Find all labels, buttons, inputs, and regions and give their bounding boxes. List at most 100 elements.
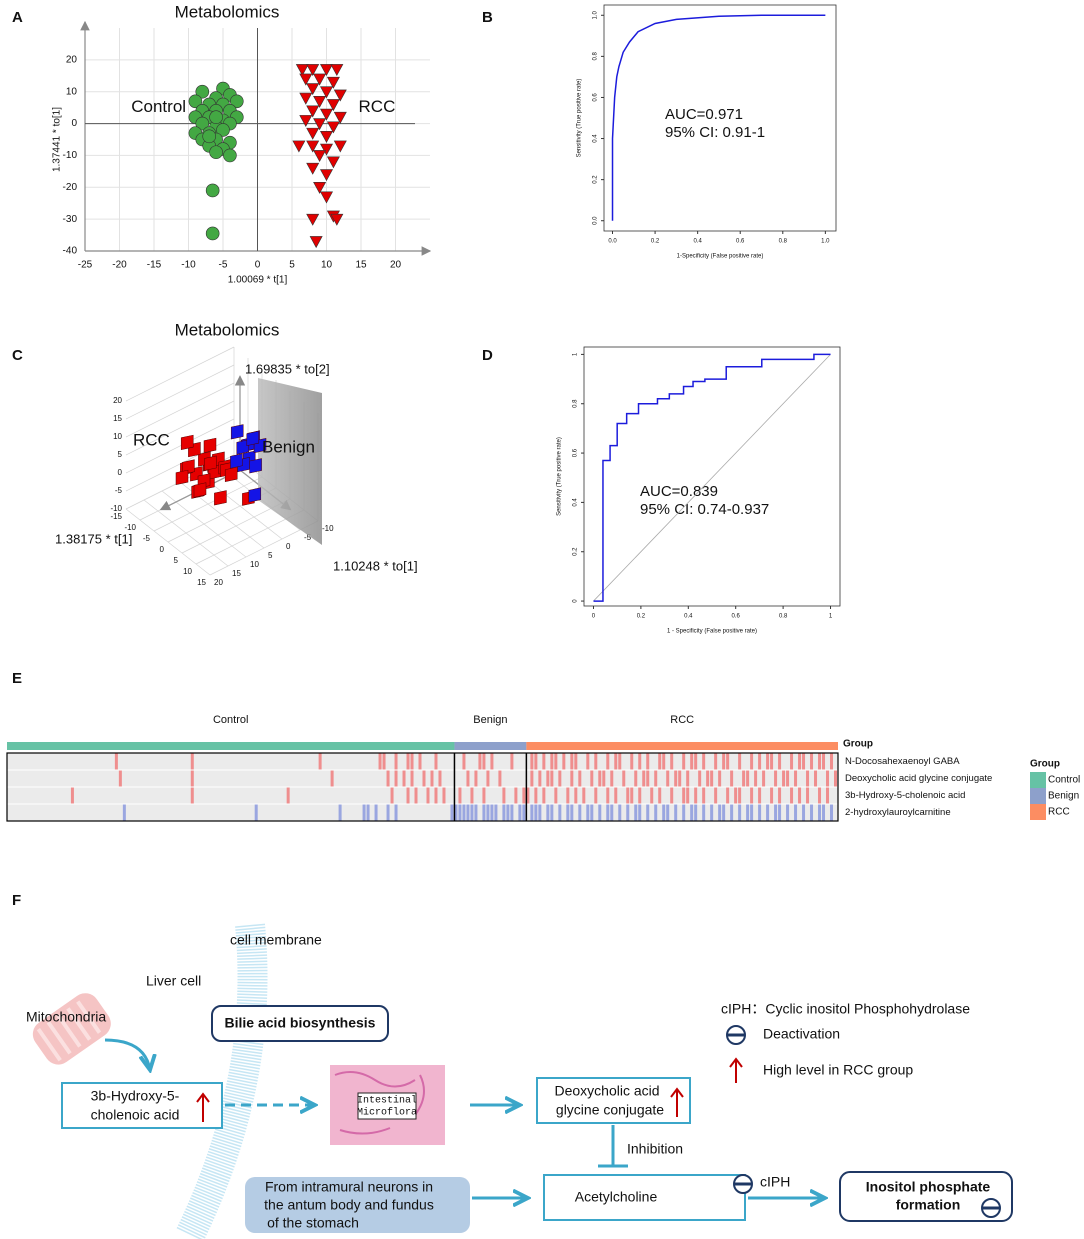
y-axis-label: 1.37441 * to[1] xyxy=(52,107,63,172)
heat-cell xyxy=(538,804,542,821)
node-label: Inositol phosphate xyxy=(866,1179,991,1195)
heat-cell xyxy=(634,770,638,787)
heat-cell xyxy=(546,804,550,821)
heat-cell xyxy=(490,804,494,821)
heat-cell xyxy=(826,787,830,804)
y-tick-label: 1.0 xyxy=(593,10,599,19)
mitochondria-label: Mitochondria xyxy=(26,1009,106,1025)
heat-cell xyxy=(114,753,118,770)
heat-cell xyxy=(758,804,762,821)
heat-cell xyxy=(650,787,654,804)
z-axis-label: 1.69835 * to[2] xyxy=(245,361,330,376)
heat-cell xyxy=(682,804,686,821)
heat-cell xyxy=(438,770,442,787)
grid-line xyxy=(125,364,235,420)
heat-cell xyxy=(778,753,782,770)
heat-cell xyxy=(374,804,378,821)
x-tick-label: 0.6 xyxy=(736,239,745,245)
heat-cell xyxy=(682,787,686,804)
heat-cell xyxy=(70,787,74,804)
legend-text: High level in RCC group xyxy=(763,1062,913,1078)
x-tick-label: -5 xyxy=(304,533,312,542)
x-tick-label: 0.0 xyxy=(608,239,617,245)
node-label: formation xyxy=(896,1197,961,1213)
heat-cell xyxy=(190,753,194,770)
heat-cell xyxy=(718,804,722,821)
chart-title: Metabolomics xyxy=(175,320,280,339)
z-tick-label: -5 xyxy=(115,486,123,495)
node-label: From intramural neurons in xyxy=(265,1179,433,1195)
heat-cell xyxy=(338,804,342,821)
plot-frame xyxy=(583,346,841,607)
heat-cell xyxy=(330,770,334,787)
heat-cell xyxy=(758,753,762,770)
heat-cell xyxy=(122,804,126,821)
point xyxy=(214,490,227,506)
heat-cell xyxy=(386,804,390,821)
heat-cell xyxy=(590,770,594,787)
heat-cell xyxy=(646,804,650,821)
heat-cell xyxy=(286,787,290,804)
heat-cell xyxy=(434,753,438,770)
heat-cell xyxy=(394,804,398,821)
point xyxy=(333,111,347,124)
heat-cell xyxy=(466,804,470,821)
edge-label: Inhibition xyxy=(627,1141,683,1157)
heat-cell xyxy=(666,804,670,821)
heat-cell xyxy=(694,804,698,821)
separation-plane xyxy=(258,378,322,545)
panel-label: F xyxy=(12,892,21,909)
heat-cell xyxy=(630,787,634,804)
heat-cell xyxy=(506,804,510,821)
heat-cell xyxy=(778,787,782,804)
heat-cell xyxy=(638,804,642,821)
heat-cell xyxy=(482,804,486,821)
heat-cell xyxy=(378,753,382,770)
heat-cell xyxy=(462,753,466,770)
heat-cell xyxy=(678,770,682,787)
point xyxy=(333,89,347,102)
x-tick-label: -5 xyxy=(219,260,228,271)
x-axis-label: 1.00069 * t[1] xyxy=(228,275,288,286)
heat-cell xyxy=(434,787,438,804)
heat-cell xyxy=(498,770,502,787)
heat-cell xyxy=(634,804,638,821)
heat-cell xyxy=(430,770,434,787)
heat-cell xyxy=(686,787,690,804)
heat-cell xyxy=(458,804,462,821)
x-tick-label: -10 xyxy=(322,524,334,533)
heat-cell xyxy=(542,787,546,804)
legend-label: RCC xyxy=(1048,807,1070,818)
legend-label: Control xyxy=(1048,775,1080,786)
x-tick-label: 0.2 xyxy=(637,614,646,620)
heat-cell xyxy=(538,770,542,787)
z-tick-label: 15 xyxy=(113,414,122,423)
heat-cell xyxy=(802,753,806,770)
node-label: glycine conjugate xyxy=(556,1102,664,1118)
point xyxy=(230,94,244,109)
y-tick-label: 15 xyxy=(197,578,206,587)
node-label: 3b-Hydroxy-5- xyxy=(91,1088,180,1104)
heat-cell xyxy=(530,753,534,770)
heat-cell xyxy=(466,770,470,787)
series-label: RCC xyxy=(133,430,170,449)
heat-cell xyxy=(834,770,838,787)
heat-cell xyxy=(766,753,770,770)
node-label: the antum body and fundus xyxy=(264,1197,434,1213)
heat-cell xyxy=(530,804,534,821)
y-tick-label: 0.8 xyxy=(573,399,579,408)
point xyxy=(313,95,327,108)
heat-cell xyxy=(754,770,758,787)
heat-cell xyxy=(410,770,414,787)
heat-cell xyxy=(474,770,478,787)
group-bar xyxy=(526,742,838,750)
heat-cell xyxy=(778,804,782,821)
y-tick-label: 0.4 xyxy=(593,134,599,143)
heat-cell xyxy=(690,753,694,770)
y-tick-label: 0.0 xyxy=(593,216,599,225)
heat-cell xyxy=(582,787,586,804)
heat-cell xyxy=(630,753,634,770)
heat-cell xyxy=(806,770,810,787)
heat-cell xyxy=(318,753,322,770)
heat-cell xyxy=(710,804,714,821)
